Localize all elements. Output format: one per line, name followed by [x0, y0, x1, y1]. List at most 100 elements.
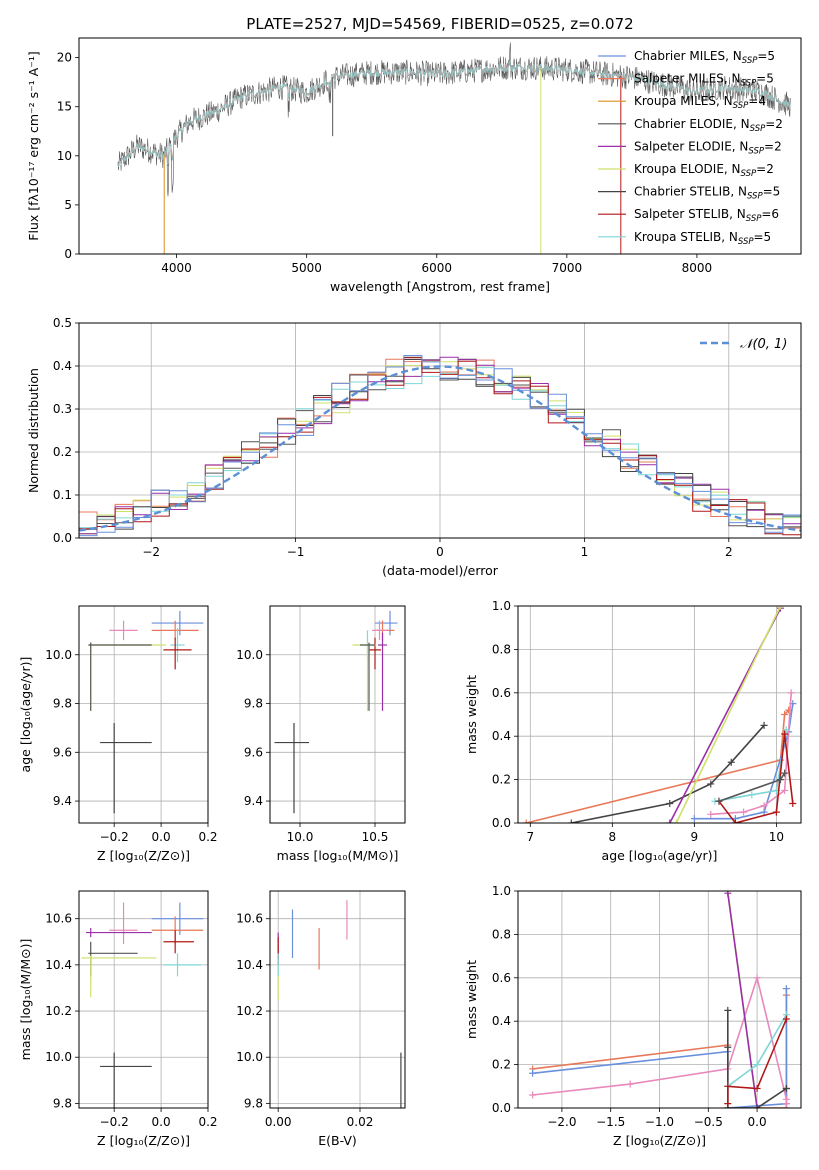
weight-marker [724, 1100, 732, 1108]
weight-marker [724, 1006, 732, 1014]
weight-marker [782, 1084, 790, 1092]
spectrum-line-kroupa_stelib [117, 58, 791, 167]
grid-lines [79, 606, 209, 823]
y-tick-label: 10.2 [236, 1004, 263, 1018]
weight-line [727, 1018, 788, 1104]
residuals-content [79, 355, 801, 538]
x-tick-label: 0.0 [152, 830, 171, 844]
legend-entry: Salpeter ELODIE, NSSP=2 [634, 139, 782, 156]
weight-marker [753, 1061, 761, 1069]
x-tick-label: 10 [769, 830, 784, 844]
data-point [360, 642, 375, 711]
mass_vs_ebv-content [277, 900, 402, 1108]
y-tick-label: 9.8 [53, 697, 72, 711]
weight-marker [781, 786, 789, 794]
y-tick-label: 10.6 [236, 912, 263, 926]
weight-marker [789, 799, 797, 807]
weight-marker [781, 769, 789, 777]
data-point [100, 723, 152, 814]
y-tick-label: 10.2 [45, 1004, 72, 1018]
weight-series-salpeter_elodie [666, 606, 784, 823]
weight_vs_age-content [522, 606, 797, 823]
y-tick-label: 9.8 [244, 1096, 263, 1110]
weight-marker [707, 780, 715, 788]
y-tick-label: 0.0 [492, 1101, 511, 1115]
data-point [86, 927, 152, 938]
y-tick-label: 0.2 [492, 1058, 511, 1072]
x-axis-label: age [log₁₀(age/yr)] [602, 848, 718, 863]
weight-marker [772, 808, 780, 816]
weight-marker [748, 791, 756, 799]
y-tick-label: 10.4 [236, 958, 263, 972]
weight-series-salpeter_stelib [724, 1015, 790, 1108]
x-tick-label: −2.0 [547, 1115, 576, 1129]
weight-marker [724, 891, 732, 897]
y-tick-label: 0.0 [53, 531, 72, 545]
legend-entry: Salpeter MILES, NSSP=5 [634, 72, 774, 89]
weight-marker [626, 1080, 634, 1088]
y-tick-label: 20 [57, 51, 72, 65]
y-tick-label: 0.0 [492, 816, 511, 830]
y-tick-label: 10.0 [236, 648, 263, 662]
weight-series-kroupa_elodie [672, 606, 784, 823]
weight-marker [522, 819, 530, 823]
weight-marker [666, 799, 674, 807]
y-tick-label: 10.4 [45, 958, 72, 972]
weight-marker [782, 1100, 790, 1108]
x-axis-label: Z [log₁₀(Z/Z⊙)] [97, 1133, 190, 1148]
y-tick-label: 0.8 [492, 927, 511, 941]
x-tick-label: 2 [725, 545, 733, 559]
data-point [151, 610, 204, 636]
legend-entry: Kroupa ELODIE, NSSP=2 [634, 162, 774, 179]
x-tick-label: −1.5 [596, 1115, 625, 1129]
y-tick-label: 0.2 [492, 773, 511, 787]
weight-line [710, 692, 792, 816]
weight-marker [753, 974, 761, 982]
x-tick-label: 7000 [552, 261, 583, 275]
weight-marker [760, 721, 768, 729]
y-axis-label: mass [log₁₀(M/M⊙)] [18, 939, 33, 1061]
y-tick-label: 10.0 [236, 1050, 263, 1064]
x-tick-label: 0.00 [265, 1115, 292, 1129]
y-tick-label: 0.4 [492, 1014, 511, 1028]
data-point [369, 637, 381, 670]
weight-marker [666, 819, 674, 823]
data-point [163, 637, 192, 670]
x-tick-label: −2 [142, 545, 160, 559]
x-tick-label: 1 [581, 545, 589, 559]
axes-frame [269, 890, 406, 1109]
y-tick-label: 0 [64, 247, 72, 261]
grid-lines [518, 890, 801, 1109]
y-axis-label: Flux [fλ10⁻¹⁷ erg cm⁻² s⁻¹ A⁻¹] [26, 51, 41, 240]
data-point [352, 642, 377, 711]
mass_vs_Z-content [81, 902, 204, 1108]
weight-line [727, 893, 758, 1108]
data-point [100, 1052, 152, 1108]
weight-line [675, 606, 782, 823]
data-point [88, 941, 138, 977]
weight-marker [782, 1015, 790, 1023]
data-point [375, 610, 398, 636]
x-axis-label: E(B-V) [318, 1133, 357, 1148]
weight-marker [707, 810, 715, 818]
data-point [163, 953, 201, 977]
axes-frame [517, 890, 802, 1109]
axes-frame [78, 605, 209, 824]
weight-marker [776, 776, 784, 784]
mass_vs_ebv-panel: 0.00 0.02 9.8 10.0 10.2 10.4 10.6 E(B-V) [236, 890, 406, 1148]
x-tick-label: 7 [526, 830, 534, 844]
y-axis-label: age [log₁₀(age/yr)] [18, 657, 33, 773]
weight-marker [781, 711, 789, 718]
legend-entry: Kroupa STELIB, NSSP=5 [634, 230, 771, 247]
weight-series-chabrier_stelib [567, 721, 768, 823]
weight_vs_age-panel: 7 8 9 10 0.0 0.2 0.4 0.6 0.8 1.0 age [log₁₀(age/yr… [464, 599, 802, 863]
axes-frame [517, 605, 802, 824]
y-tick-label: 9.4 [53, 794, 72, 808]
axes-frame [78, 890, 209, 1109]
legend-entry: Chabrier ELODIE, NSSP=2 [634, 117, 783, 134]
x-tick-label: −0.2 [100, 1115, 129, 1129]
x-tick-label: 9 [691, 830, 699, 844]
data-point [274, 723, 309, 814]
y-tick-label: 0.4 [492, 729, 511, 743]
